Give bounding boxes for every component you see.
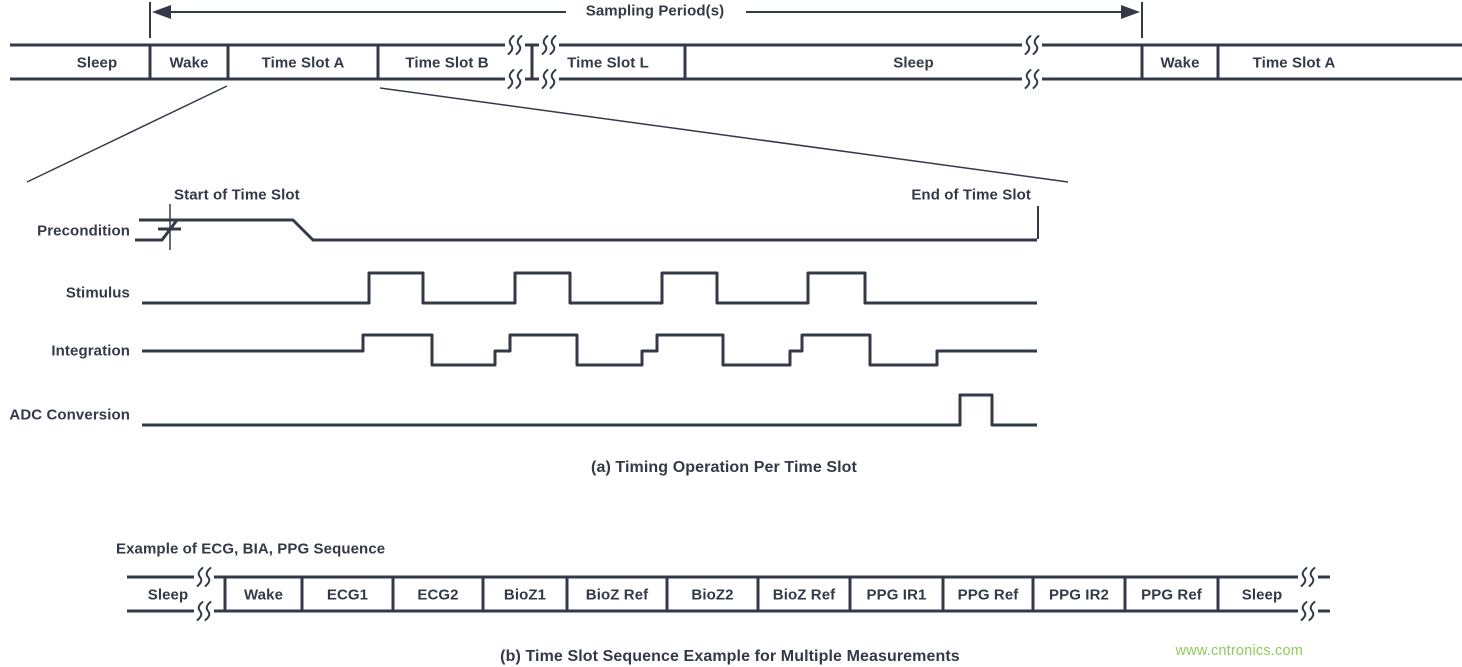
top-timeline-segment-label: Sleep [893,54,934,72]
break-squiggle-icon [204,601,212,621]
top-timeline-segment-label: Wake [169,54,209,72]
sequence-timeline-segment-label: BioZ Ref [772,586,836,604]
break-gap [1022,40,1042,50]
waveform-integration [142,333,1037,367]
top-timeline-segment-label: Time Slot A [261,54,345,72]
sequence-example-title: Example of ECG, BIA, PPG Sequence [116,540,386,558]
break-squiggle-icon [204,567,212,587]
sequence-timeline-segment-label: BioZ Ref [585,586,649,604]
signal-label: ADC Conversion [9,406,130,424]
arrowhead-left-icon [152,5,171,19]
break-squiggle-icon [515,35,523,55]
end-of-time-slot-label: End of Time Slot [911,186,1031,204]
break-gap [194,572,214,582]
break-squiggle-icon [1032,35,1040,55]
caption-a: (a) Timing Operation Per Time Slot [591,459,857,476]
sequence-timeline-segment-label: BioZ1 [503,586,547,604]
sequence-timeline-segment-label: Sleep [147,586,189,604]
break-gap [539,74,559,84]
sequence-timeline-segment-label: PPG IR2 [1049,586,1109,604]
sequence-timeline-segment-label: ECG1 [326,586,369,604]
break-gap [1298,572,1318,582]
signal-label: Integration [51,342,130,360]
waveform-stimulus [142,271,1037,305]
waveform-adc-conversion [142,393,1037,427]
sequence-timeline-segment-label: PPG Ref [957,586,1019,604]
signal-label: Stimulus [65,284,130,302]
break-squiggle-icon [515,69,523,89]
break-squiggle-icon [549,35,557,55]
break-squiggle-icon [196,567,204,587]
break-gap [539,40,559,50]
break-gap [1022,74,1042,84]
break-gap [194,606,214,616]
sequence-timeline-segment-label: PPG Ref [1141,586,1202,604]
break-squiggle-icon [1024,69,1032,89]
break-squiggle-icon [1308,567,1316,587]
break-squiggle-icon [1300,567,1308,587]
sampling-period-label: Sampling Period(s) [585,2,725,20]
arrowhead-right-icon [1121,5,1140,19]
expansion-line [26,85,228,183]
top-timeline-segment-label: Time Slot L [567,54,649,72]
caption-b: (b) Time Slot Sequence Example for Multi… [500,648,960,665]
break-gap [505,74,525,84]
expansion-line [379,87,1069,183]
break-squiggle-icon [507,69,515,89]
top-timeline-segment-label: Wake [1160,54,1200,72]
sequence-timeline-segment-label: Wake [243,586,284,604]
sequence-timeline-segment-label: BioZ2 [691,586,734,604]
break-squiggle-icon [1308,601,1316,621]
sequence-timeline-segment-label: ECG2 [417,586,459,604]
top-timeline-segment-label: Sleep [76,54,118,72]
start-of-time-slot-label: Start of Time Slot [174,186,300,204]
break-squiggle-icon [549,69,557,89]
signal-label: Precondition [37,222,130,240]
break-squiggle-icon [1024,35,1032,55]
break-squiggle-icon [196,601,204,621]
break-squiggle-icon [541,35,549,55]
break-gap [505,40,525,50]
break-squiggle-icon [1032,69,1040,89]
break-squiggle-icon [541,69,549,89]
watermark: www.cntronics.com [1175,643,1303,659]
top-timeline-segment-label: Time Slot A [1252,54,1336,72]
break-squiggle-icon [1300,601,1308,621]
sequence-timeline-segment-label: PPG IR1 [866,586,927,604]
break-squiggle-icon [507,35,515,55]
top-timeline-segment-label: Time Slot B [405,54,489,72]
break-gap [1298,606,1318,616]
sequence-timeline-segment-label: Sleep [1241,586,1283,604]
waveform-precondition [135,218,1037,242]
